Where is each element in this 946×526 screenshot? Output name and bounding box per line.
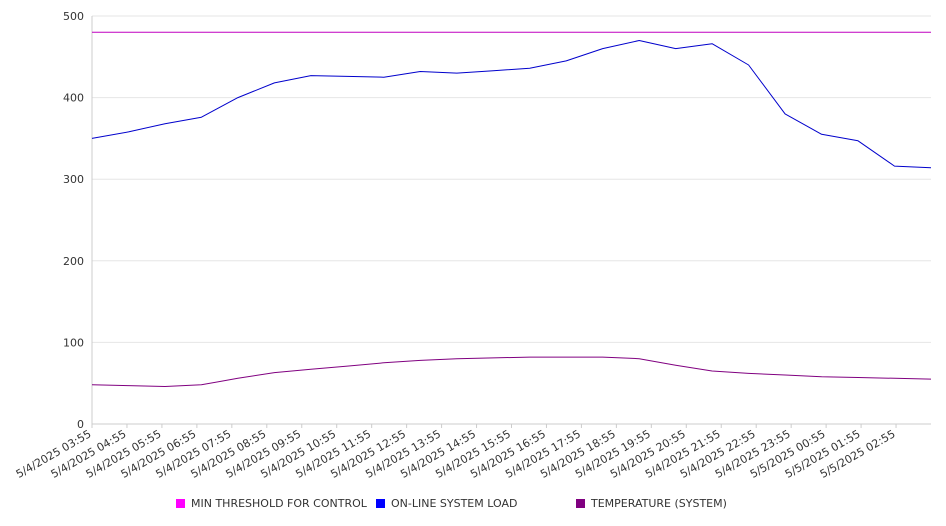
series-temperature-line	[91, 356, 932, 387]
legend-swatch-load	[376, 499, 385, 508]
legend-item-load: ON-LINE SYSTEM LOAD	[376, 497, 517, 510]
legend-item-temperature: TEMPERATURE (SYSTEM)	[576, 497, 727, 510]
y-tick-label-2: 200	[63, 255, 84, 268]
legend-item-threshold: MIN THRESHOLD FOR CONTROL	[176, 497, 367, 510]
series-system-load-line	[91, 40, 932, 169]
y-tick-label-3: 300	[63, 173, 84, 186]
legend-swatch-temperature	[576, 499, 585, 508]
legend-swatch-threshold	[176, 499, 185, 508]
legend-label-temperature: TEMPERATURE (SYSTEM)	[591, 497, 727, 510]
y-tick-label-5: 500	[63, 10, 84, 23]
legend-label-threshold: MIN THRESHOLD FOR CONTROL	[191, 497, 367, 510]
y-tick-label-1: 100	[63, 336, 84, 349]
y-tick-label-4: 400	[63, 92, 84, 105]
legend-label-load: ON-LINE SYSTEM LOAD	[391, 497, 518, 510]
y-tick-label-0: 0	[77, 418, 84, 431]
legend: MIN THRESHOLD FOR CONTROL ON-LINE SYSTEM…	[0, 497, 946, 515]
